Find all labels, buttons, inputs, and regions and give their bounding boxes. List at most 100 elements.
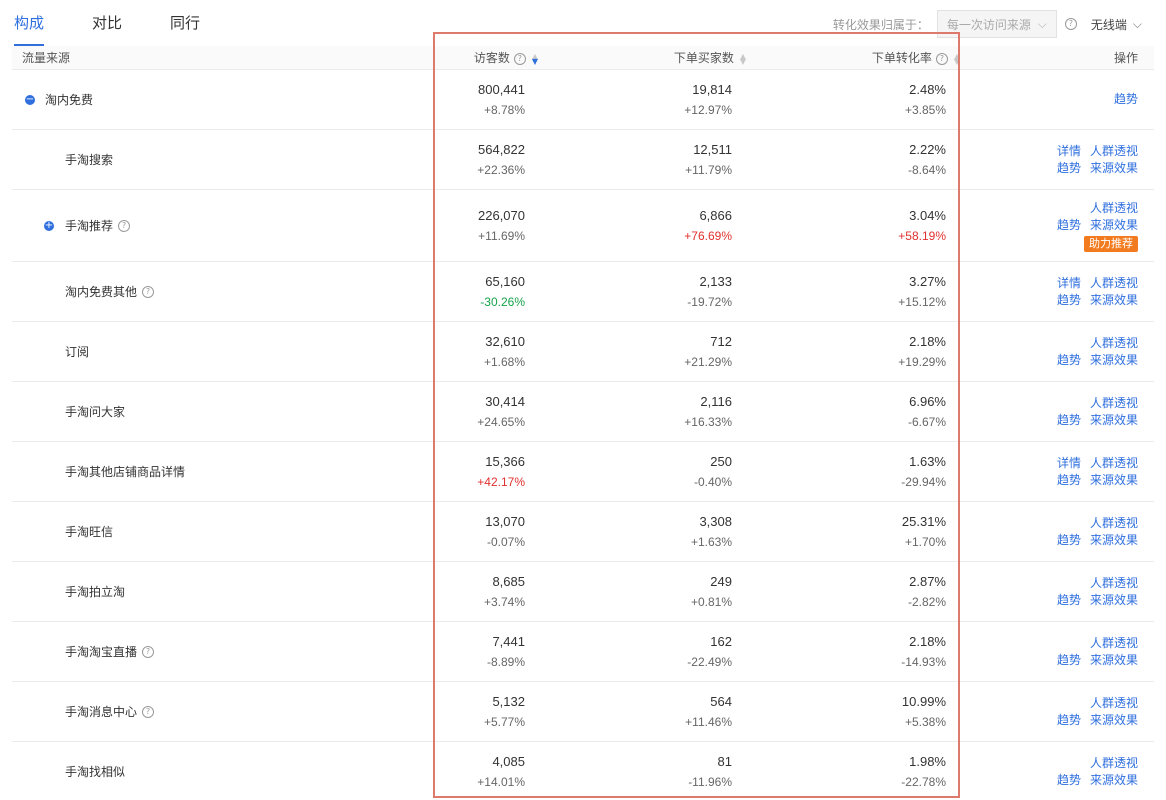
collapse-icon[interactable]: − xyxy=(25,93,35,105)
help-icon[interactable]: ? xyxy=(118,219,131,232)
help-icon[interactable]: ? xyxy=(935,52,948,65)
visitors-cell: 32,610 +1.68% xyxy=(484,322,525,381)
source-name: 淘内免费 xyxy=(45,70,93,129)
sort-icon[interactable]: ▲ ▼ xyxy=(739,51,746,66)
sort-icon[interactable]: ▲ ▼ xyxy=(531,51,538,66)
trend-link[interactable]: 趋势 xyxy=(1056,532,1081,547)
crowd-link[interactable]: 人群透视 xyxy=(1089,335,1138,350)
rate-value: 1.63% xyxy=(909,453,946,469)
tab-composition[interactable]: 构成 xyxy=(14,0,92,46)
source-name: 手淘推荐? xyxy=(65,190,131,261)
column-rate[interactable]: 下单转化率? ▲ ▼ xyxy=(872,46,960,70)
source-effect-link[interactable]: 来源效果 xyxy=(1089,472,1138,487)
source-name: 手淘拍立淘 xyxy=(65,562,125,621)
crowd-link[interactable]: 人群透视 xyxy=(1089,275,1138,290)
buyers-value: 6,866 xyxy=(699,207,732,223)
help-icon[interactable]: ? xyxy=(142,705,155,718)
visitors-change: +11.69% xyxy=(478,228,525,243)
trend-link[interactable]: 趋势 xyxy=(1056,652,1081,667)
sort-icon[interactable]: ▲ ▼ xyxy=(953,51,960,66)
source-effect-link[interactable]: 来源效果 xyxy=(1089,217,1138,232)
crowd-link[interactable]: 人群透视 xyxy=(1089,455,1138,470)
rate-change: -14.93% xyxy=(901,654,946,669)
source-effect-link[interactable]: 来源效果 xyxy=(1089,652,1138,667)
source-effect-link[interactable]: 来源效果 xyxy=(1089,772,1138,787)
column-buyers[interactable]: 下单买家数 ▲ ▼ xyxy=(674,46,746,70)
visitors-value: 65,160 xyxy=(485,273,525,289)
trend-link[interactable]: 趋势 xyxy=(1056,472,1081,487)
column-visitors[interactable]: 访客数? ▲ ▼ xyxy=(474,46,538,70)
detail-link[interactable]: 详情 xyxy=(1056,275,1081,290)
device-select-value: 无线端 xyxy=(1090,17,1127,32)
trend-link[interactable]: 趋势 xyxy=(1056,160,1081,175)
rate-value: 1.98% xyxy=(909,753,946,769)
trend-link[interactable]: 趋势 xyxy=(1056,352,1081,367)
crowd-link[interactable]: 人群透视 xyxy=(1089,200,1138,215)
source-name: 手淘其他店铺商品详情 xyxy=(65,442,185,501)
rate-cell: 2.18% -14.93% xyxy=(901,622,946,681)
table-row: 订阅 32,610 +1.68% 712 +21.29% 2.18% +19.29% … xyxy=(12,322,1154,382)
trend-link[interactable]: 趋势 xyxy=(1056,712,1081,727)
help-icon[interactable]: ? xyxy=(1064,18,1077,30)
buyers-change: +12.97% xyxy=(684,102,732,117)
visitors-cell: 8,685 +3.74% xyxy=(484,562,525,621)
buyers-value: 2,133 xyxy=(699,273,732,289)
source-label: 手淘旺信 xyxy=(65,525,114,539)
crowd-link[interactable]: 人群透视 xyxy=(1089,143,1138,158)
expand-icon[interactable]: + xyxy=(44,219,54,231)
rate-cell: 2.22% -8.64% xyxy=(908,130,946,189)
tab-bar: 构成 对比 同行 xyxy=(14,0,248,46)
trend-link[interactable]: 趋势 xyxy=(1056,772,1081,787)
visitors-change: +14.01% xyxy=(477,774,525,789)
trend-link[interactable]: 趋势 xyxy=(1113,92,1138,106)
visitors-cell: 13,070 -0.07% xyxy=(485,502,525,561)
table-row: 手淘拍立淘 8,685 +3.74% 249 +0.81% 2.87% -2.82% … xyxy=(12,562,1154,622)
visitors-change: -0.07% xyxy=(486,534,525,549)
buyers-cell: 81 -11.96% xyxy=(688,742,732,800)
buyers-cell: 3,308 +1.63% xyxy=(691,502,732,561)
rate-value: 2.48% xyxy=(909,81,946,97)
trend-link[interactable]: 趋势 xyxy=(1056,217,1081,232)
visitors-value: 4,085 xyxy=(492,753,525,769)
source-label: 手淘淘宝直播 xyxy=(65,645,138,659)
column-buyers-label: 下单买家数 xyxy=(673,51,734,65)
row-actions: 人群透视 趋势 来源效果 xyxy=(1048,502,1138,561)
rate-cell: 10.99% +5.38% xyxy=(902,682,946,741)
crowd-link[interactable]: 人群透视 xyxy=(1089,575,1138,590)
tab-peers[interactable]: 同行 xyxy=(170,14,201,32)
boost-recommend-button[interactable]: 助力推荐 xyxy=(1084,235,1138,252)
source-effect-link[interactable]: 来源效果 xyxy=(1089,292,1138,307)
attribution-select[interactable]: 每一次访问来源 ⌵ xyxy=(936,10,1057,38)
detail-link[interactable]: 详情 xyxy=(1056,455,1081,470)
help-icon[interactable]: ? xyxy=(142,645,155,658)
buyers-cell: 249 +0.81% xyxy=(691,562,732,621)
row-actions: 人群透视 趋势 来源效果 xyxy=(1048,562,1138,621)
device-select[interactable]: 无线端 ⌵ xyxy=(1091,16,1166,33)
trend-link[interactable]: 趋势 xyxy=(1056,292,1081,307)
source-effect-link[interactable]: 来源效果 xyxy=(1089,592,1138,607)
source-label: 手淘搜索 xyxy=(65,153,114,167)
help-icon[interactable]: ? xyxy=(142,285,155,298)
source-effect-link[interactable]: 来源效果 xyxy=(1089,712,1138,727)
source-name: 淘内免费其他? xyxy=(65,262,155,321)
visitors-cell: 5,132 +5.77% xyxy=(484,682,525,741)
crowd-link[interactable]: 人群透视 xyxy=(1089,695,1138,710)
trend-link[interactable]: 趋势 xyxy=(1056,412,1081,427)
crowd-link[interactable]: 人群透视 xyxy=(1089,395,1138,410)
crowd-link[interactable]: 人群透视 xyxy=(1089,755,1138,770)
source-label: 手淘问大家 xyxy=(65,405,126,419)
visitors-value: 5,132 xyxy=(492,693,525,709)
source-effect-link[interactable]: 来源效果 xyxy=(1089,412,1138,427)
row-actions: 人群透视 趋势 来源效果 xyxy=(1048,682,1138,741)
source-effect-link[interactable]: 来源效果 xyxy=(1089,532,1138,547)
detail-link[interactable]: 详情 xyxy=(1056,143,1081,158)
crowd-link[interactable]: 人群透视 xyxy=(1089,515,1138,530)
source-effect-link[interactable]: 来源效果 xyxy=(1089,352,1138,367)
visitors-change: -30.26% xyxy=(480,294,525,309)
trend-link[interactable]: 趋势 xyxy=(1056,592,1081,607)
visitors-cell: 65,160 -30.26% xyxy=(480,262,525,321)
crowd-link[interactable]: 人群透视 xyxy=(1089,635,1138,650)
tab-compare[interactable]: 对比 xyxy=(92,14,123,32)
help-icon[interactable]: ? xyxy=(513,52,526,65)
source-effect-link[interactable]: 来源效果 xyxy=(1089,160,1138,175)
